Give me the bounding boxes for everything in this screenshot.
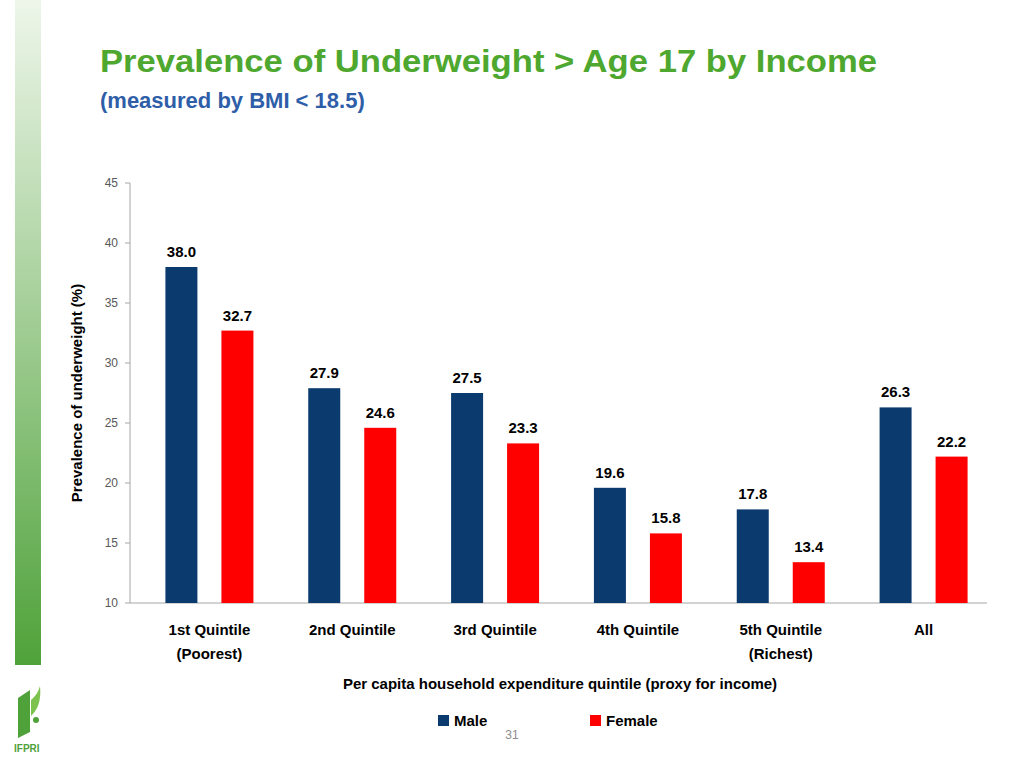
x-axis bbox=[130, 603, 987, 604]
bar bbox=[793, 562, 825, 603]
data-label: 27.9 bbox=[310, 364, 339, 381]
y-tick-label: 15 bbox=[105, 536, 119, 550]
logo: IFPRI bbox=[14, 686, 40, 754]
y-tick-label: 40 bbox=[105, 236, 119, 250]
bar bbox=[594, 488, 626, 603]
x-tick-label-line: 4th Quintile bbox=[597, 621, 680, 638]
logo-shape bbox=[31, 686, 40, 716]
x-tick-label-line: 3rd Quintile bbox=[453, 621, 536, 638]
bar bbox=[507, 443, 539, 603]
data-label: 24.6 bbox=[366, 404, 395, 421]
y-tick bbox=[125, 363, 130, 364]
x-tick-label: 2nd Quintile bbox=[309, 621, 396, 638]
x-tick-label: 4th Quintile bbox=[597, 621, 680, 638]
legend-label: Male bbox=[454, 712, 487, 729]
bar bbox=[308, 388, 340, 603]
x-axis-label: Per capita household expenditure quintil… bbox=[343, 675, 777, 692]
bars bbox=[165, 267, 967, 603]
x-tick-label: 1st Quintile (Poorest) bbox=[169, 621, 251, 662]
bar bbox=[221, 331, 253, 603]
data-label: 27.5 bbox=[452, 369, 481, 386]
legend-swatch bbox=[590, 715, 601, 726]
x-tick-label: All bbox=[914, 621, 933, 638]
x-tick-label: 5th Quintile (Richest) bbox=[740, 621, 823, 662]
y-tick bbox=[125, 303, 130, 304]
y-tick-label: 30 bbox=[105, 356, 119, 370]
bar bbox=[936, 457, 968, 603]
y-tick bbox=[125, 543, 130, 544]
bar bbox=[451, 393, 483, 603]
data-label: 23.3 bbox=[508, 419, 537, 436]
legend-label: Female bbox=[606, 712, 658, 729]
side-bar bbox=[15, 0, 41, 665]
y-tick-label: 25 bbox=[105, 416, 119, 430]
y-tick-label: 10 bbox=[105, 596, 119, 610]
logo-text: IFPRI bbox=[14, 743, 40, 754]
data-label: 13.4 bbox=[794, 538, 824, 555]
y-tick bbox=[125, 483, 130, 484]
x-tick-label-line: 1st Quintile bbox=[169, 621, 251, 638]
x-tick-label-line: 2nd Quintile bbox=[309, 621, 396, 638]
data-label: 19.6 bbox=[595, 464, 624, 481]
y-tick bbox=[125, 423, 130, 424]
x-tick-label: 3rd Quintile bbox=[453, 621, 536, 638]
x-tick-label-line: (Richest) bbox=[749, 645, 813, 662]
y-axis bbox=[130, 183, 131, 603]
y-tick bbox=[125, 183, 130, 184]
page-number: 31 bbox=[505, 728, 519, 742]
data-label: 15.8 bbox=[651, 509, 680, 526]
legend-swatch bbox=[438, 715, 449, 726]
slide: Prevalence of Underweight > Age 17 by In… bbox=[0, 0, 1024, 768]
x-tick-label-line: (Poorest) bbox=[176, 645, 242, 662]
y-tick-label: 45 bbox=[105, 176, 119, 190]
data-label: 38.0 bbox=[167, 243, 196, 260]
y-tick-label: 35 bbox=[105, 296, 119, 310]
x-tick-label-line: All bbox=[914, 621, 933, 638]
data-label: 32.7 bbox=[223, 307, 252, 324]
y-tick bbox=[125, 603, 130, 604]
data-label: 22.2 bbox=[937, 433, 966, 450]
logo-shape bbox=[33, 717, 39, 723]
title: Prevalence of Underweight > Age 17 by In… bbox=[100, 43, 877, 79]
y-tick bbox=[125, 243, 130, 244]
y-tick-label: 20 bbox=[105, 476, 119, 490]
y-axis-label: Prevalence of underweight (%) bbox=[68, 284, 85, 502]
x-tick-label-line: 5th Quintile bbox=[740, 621, 823, 638]
bar bbox=[737, 509, 769, 603]
subtitle: (measured by BMI < 18.5) bbox=[100, 88, 365, 113]
logo-shape bbox=[18, 690, 30, 738]
bar bbox=[880, 407, 912, 603]
bar bbox=[165, 267, 197, 603]
data-label: 17.8 bbox=[738, 485, 767, 502]
bar bbox=[364, 428, 396, 603]
bar bbox=[650, 533, 682, 603]
data-label: 26.3 bbox=[881, 383, 910, 400]
